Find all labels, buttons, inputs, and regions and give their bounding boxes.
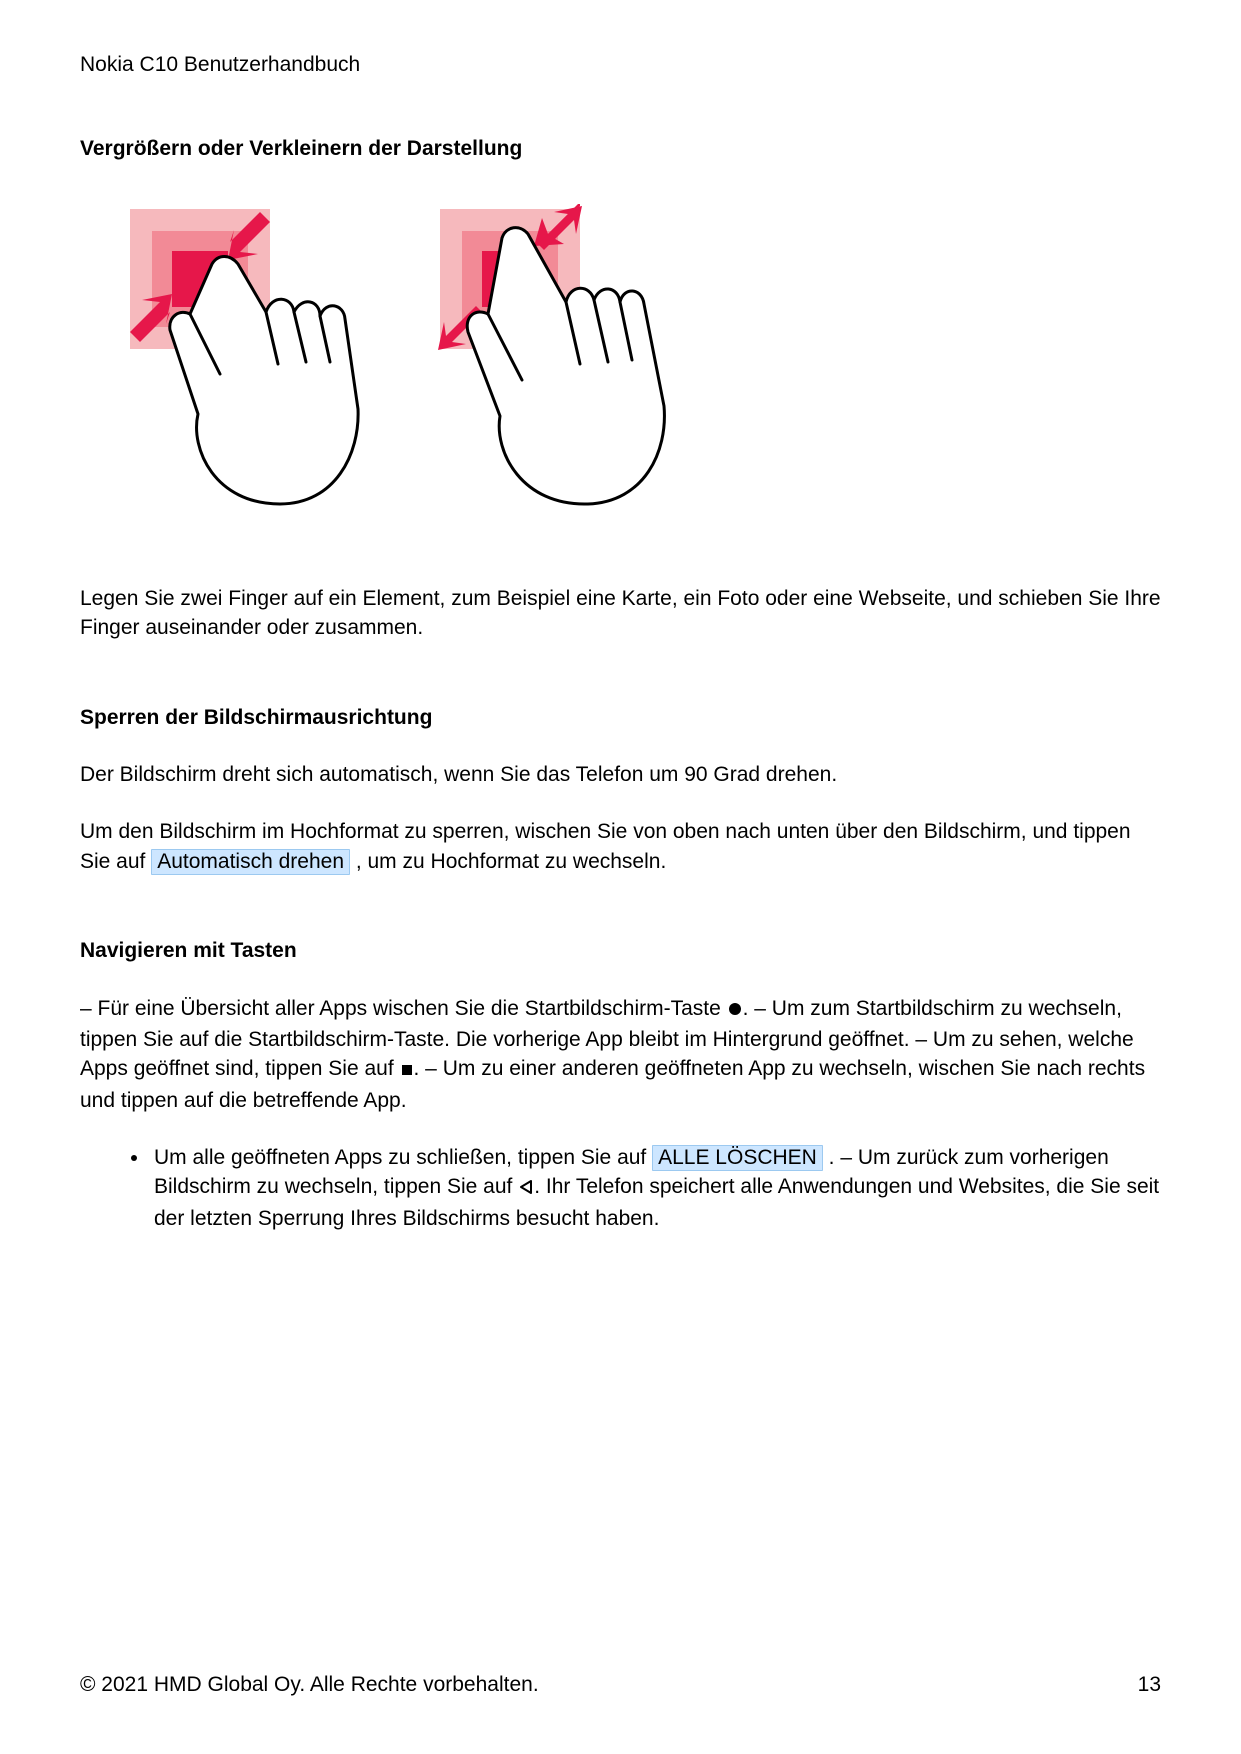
- pinch-zoom-illustration-row: [120, 204, 1161, 514]
- text-fragment: Um alle geöffneten Apps zu schließen, ti…: [154, 1146, 652, 1169]
- text-fragment: – Für eine Übersicht aller Apps wischen …: [80, 997, 727, 1020]
- list-item: Um alle geöffneten Apps zu schließen, ti…: [150, 1143, 1161, 1233]
- section-lock-para1: Der Bildschirm dreht sich automatisch, w…: [80, 760, 1161, 789]
- home-circle-icon: [727, 996, 743, 1025]
- page: Nokia C10 Benutzerhandbuch Vergrößern od…: [0, 0, 1241, 1754]
- pinch-in-illustration: [120, 204, 370, 514]
- back-triangle-icon: [518, 1174, 534, 1203]
- section-lock-para2: Um den Bildschirm im Hochformat zu sperr…: [80, 817, 1161, 876]
- section-zoom-heading: Vergrößern oder Verkleinern der Darstell…: [80, 134, 1161, 163]
- document-title: Nokia C10 Benutzerhandbuch: [80, 50, 1161, 79]
- section-zoom-paragraph: Legen Sie zwei Finger auf ein Element, z…: [80, 584, 1161, 643]
- section-lock-heading: Sperren der Bildschirmausrichtung: [80, 703, 1161, 732]
- page-number: 13: [1138, 1670, 1161, 1699]
- auto-rotate-label: Automatisch drehen: [151, 849, 350, 875]
- copyright-text: © 2021 HMD Global Oy. Alle Rechte vorbeh…: [80, 1670, 539, 1699]
- pinch-out-illustration: [430, 204, 680, 514]
- section-nav-para: – Für eine Übersicht aller Apps wischen …: [80, 994, 1161, 1116]
- section-nav-list: Um alle geöffneten Apps zu schließen, ti…: [150, 1143, 1161, 1233]
- page-footer: © 2021 HMD Global Oy. Alle Rechte vorbeh…: [80, 1670, 1161, 1699]
- text-fragment: , um zu Hochformat zu wechseln.: [350, 850, 666, 873]
- section-nav-heading: Navigieren mit Tasten: [80, 936, 1161, 965]
- recent-square-icon: [400, 1056, 414, 1085]
- clear-all-label: ALLE LÖSCHEN: [652, 1145, 823, 1171]
